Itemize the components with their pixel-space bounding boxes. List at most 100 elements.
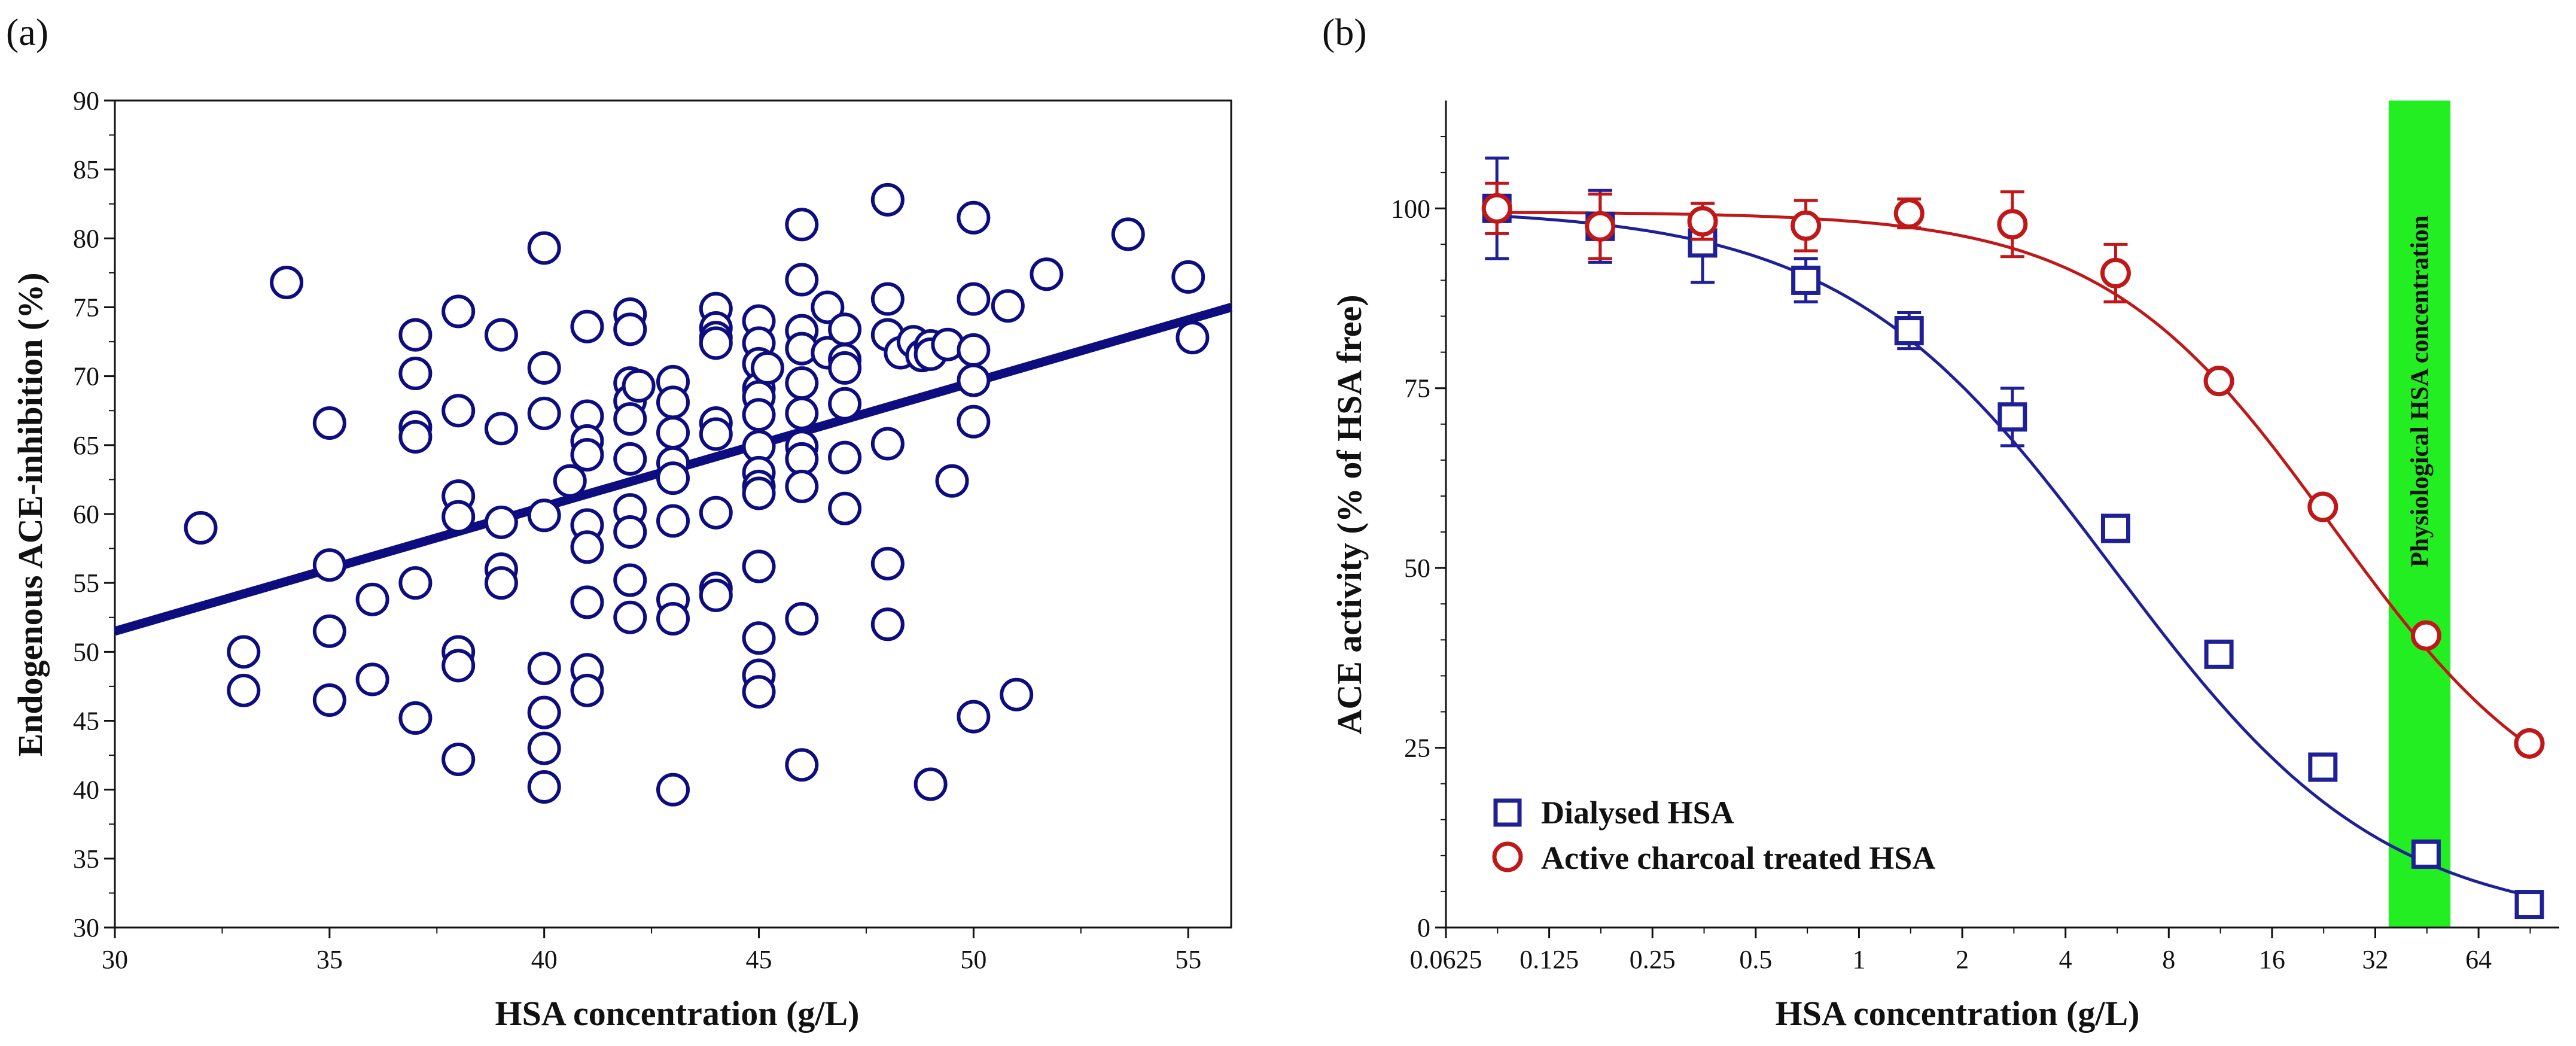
data-point bbox=[1000, 677, 1034, 711]
data-point bbox=[312, 548, 346, 582]
data-point bbox=[656, 416, 690, 450]
data-point bbox=[527, 396, 561, 430]
data-point bbox=[441, 394, 476, 428]
fit-curve-dialysed bbox=[1497, 214, 2530, 898]
y-tick-label-b: 100 bbox=[1391, 194, 1430, 223]
data-point bbox=[527, 731, 561, 765]
data-point bbox=[441, 500, 476, 534]
data-point bbox=[811, 290, 845, 324]
x-tick-label-b: 2 bbox=[1956, 945, 1969, 974]
data-point-dialysed bbox=[1791, 265, 1821, 295]
x-tick-label-b: 16 bbox=[2259, 945, 2285, 974]
x-tick-label-a: 30 bbox=[102, 945, 128, 974]
data-point bbox=[527, 651, 561, 685]
panel-b-plot: Physiological HSA concentration025507510… bbox=[1391, 101, 2559, 974]
data-point bbox=[957, 363, 991, 397]
data-point bbox=[935, 464, 969, 498]
data-point bbox=[656, 504, 690, 538]
data-point bbox=[699, 326, 733, 360]
y-tick-label-a: 65 bbox=[73, 431, 99, 460]
fit-curve-charcoal bbox=[1497, 211, 2531, 747]
data-point bbox=[1176, 321, 1210, 355]
data-point-dialysed bbox=[2204, 639, 2234, 669]
y-tick-label-a: 75 bbox=[73, 293, 99, 323]
data-point bbox=[785, 263, 819, 297]
data-point bbox=[184, 511, 218, 545]
data-point bbox=[613, 563, 647, 597]
data-point bbox=[957, 282, 991, 316]
data-point bbox=[957, 700, 991, 734]
data-point bbox=[785, 602, 819, 636]
data-point bbox=[613, 402, 647, 436]
data-point bbox=[484, 318, 518, 352]
data-point bbox=[527, 770, 561, 804]
data-point bbox=[312, 614, 346, 648]
data-point bbox=[699, 578, 733, 612]
data-point bbox=[613, 312, 647, 346]
y-tick-label-a: 60 bbox=[73, 500, 99, 529]
data-point bbox=[870, 607, 905, 641]
y-tick-label-b: 50 bbox=[1404, 554, 1430, 583]
data-point bbox=[828, 312, 862, 346]
data-point bbox=[484, 412, 518, 446]
y-tick-label-a: 50 bbox=[73, 637, 99, 667]
x-tick-label-b: 64 bbox=[2465, 945, 2492, 974]
x-tick-label-b: 0.0625 bbox=[1410, 945, 1482, 974]
data-point bbox=[957, 333, 991, 367]
data-point bbox=[785, 442, 819, 476]
data-point bbox=[622, 369, 656, 403]
data-point bbox=[398, 357, 433, 391]
y-tick-label-a: 85 bbox=[73, 155, 99, 184]
data-point bbox=[828, 351, 862, 385]
data-point bbox=[355, 662, 389, 697]
y-tick-label-b: 0 bbox=[1417, 913, 1430, 942]
data-point bbox=[527, 498, 561, 533]
data-point-dialysed bbox=[1688, 228, 1718, 258]
y-tick-label-a: 35 bbox=[73, 844, 99, 874]
data-point-charcoal bbox=[1687, 206, 1718, 237]
data-point bbox=[828, 440, 862, 475]
y-tick-label-a: 70 bbox=[73, 362, 99, 391]
data-point-dialysed bbox=[1894, 316, 1924, 346]
data-point bbox=[785, 469, 819, 503]
legend-label-dialysed: Dialysed HSA bbox=[1541, 795, 1734, 831]
x-tick-label-b: 0.5 bbox=[1739, 945, 1772, 974]
data-point bbox=[991, 289, 1025, 323]
data-point bbox=[527, 695, 561, 729]
data-point bbox=[742, 398, 776, 432]
data-point bbox=[570, 673, 604, 707]
data-point bbox=[570, 437, 604, 472]
data-point-charcoal bbox=[1791, 210, 1822, 241]
data-point bbox=[312, 683, 346, 717]
data-point-charcoal bbox=[2100, 257, 2131, 288]
x-tick-label-b: 0.25 bbox=[1630, 945, 1676, 974]
data-point-charcoal bbox=[1997, 209, 2028, 240]
data-point bbox=[870, 427, 905, 461]
data-point bbox=[957, 200, 991, 235]
data-point bbox=[355, 582, 389, 616]
y-tick-label-b: 75 bbox=[1404, 374, 1430, 403]
data-point-charcoal bbox=[2307, 491, 2339, 522]
data-point bbox=[914, 767, 948, 801]
data-point bbox=[570, 585, 604, 619]
panel-a-label: (a) bbox=[6, 11, 48, 53]
panel-b-x-axis-label: HSA concentration (g/L) bbox=[1776, 994, 2140, 1033]
data-point bbox=[1030, 257, 1064, 291]
data-point bbox=[270, 266, 304, 300]
x-tick-label-a: 45 bbox=[746, 945, 772, 974]
data-point bbox=[398, 318, 433, 352]
x-tick-label-b: 1 bbox=[1852, 945, 1865, 974]
data-point bbox=[656, 385, 690, 419]
data-point bbox=[398, 566, 433, 600]
data-point bbox=[870, 546, 905, 580]
data-point bbox=[527, 231, 561, 265]
panel-b-y-axis-label: ACE activity (% of HSA free) bbox=[1330, 294, 1369, 734]
physiological-band bbox=[2388, 101, 2451, 928]
data-point bbox=[742, 476, 776, 510]
legend-marker-dialysed bbox=[1493, 798, 1522, 827]
data-point bbox=[785, 396, 819, 430]
data-point bbox=[613, 442, 647, 476]
data-point bbox=[785, 208, 819, 242]
data-point bbox=[870, 183, 905, 217]
